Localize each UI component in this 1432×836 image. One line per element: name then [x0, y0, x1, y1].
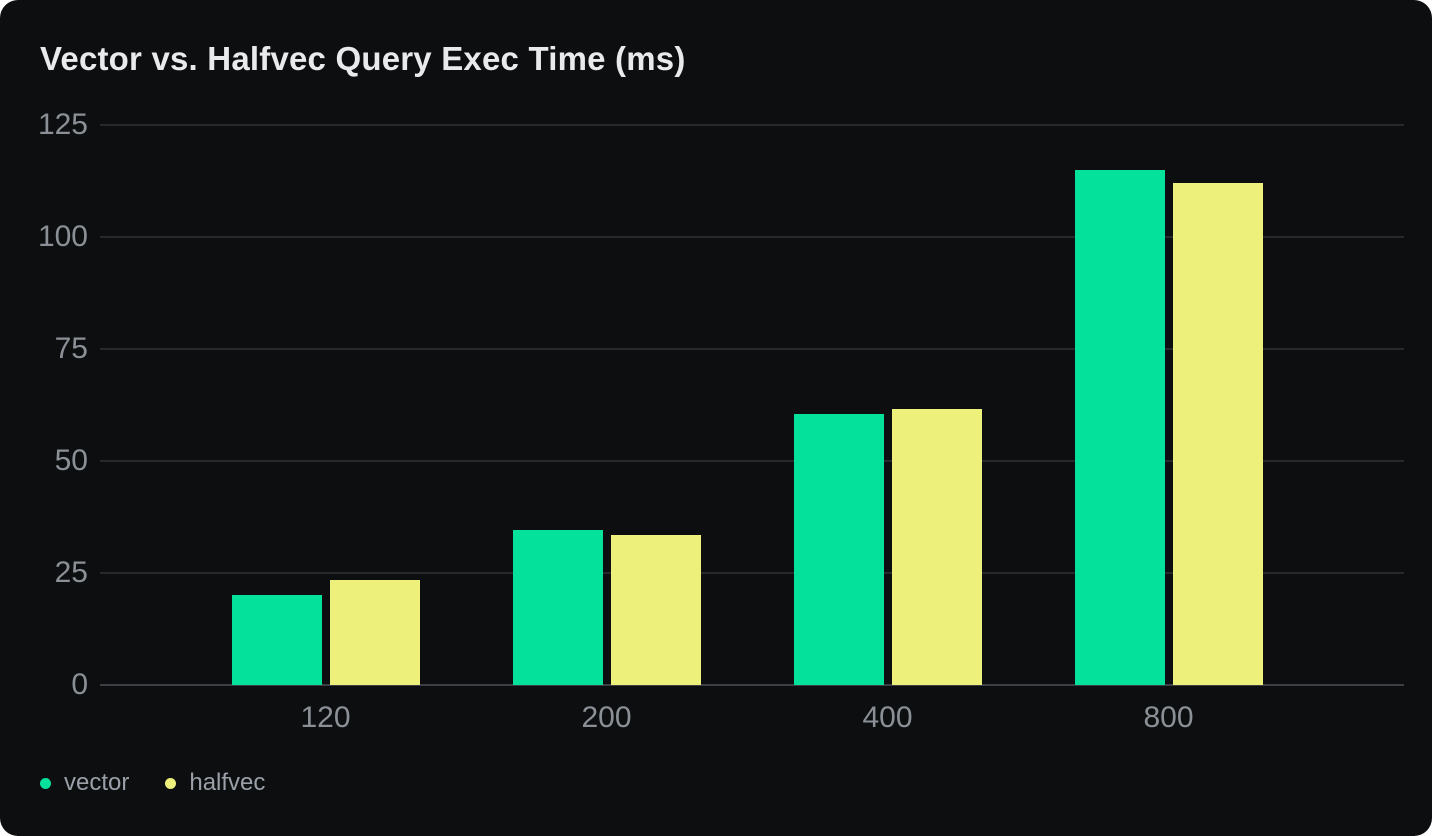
legend-dot-vector-icon: [40, 777, 51, 789]
chart-title: Vector vs. Halfvec Query Exec Time (ms): [40, 40, 686, 77]
bar-halfvec-400[interactable]: [892, 409, 982, 685]
gridline-y50: [100, 460, 1404, 462]
y-tick-label-75: 75: [54, 332, 88, 365]
legend-dot-halfvec-icon: [165, 777, 177, 789]
bar-vector-400[interactable]: [794, 414, 884, 685]
legend-label-vector: vector: [64, 769, 130, 796]
x-axis-line: [100, 684, 1404, 686]
bar-halfvec-200[interactable]: [611, 535, 701, 685]
legend: vector halfvec: [40, 769, 265, 797]
y-tick-label-50: 50: [54, 444, 88, 477]
legend-label-halfvec: halfvec: [189, 769, 266, 796]
bar-halfvec-120[interactable]: [330, 580, 420, 685]
gridline-y125: [100, 124, 1404, 126]
x-tick-label-800: 800: [1143, 701, 1194, 734]
bar-halfvec-800[interactable]: [1173, 183, 1263, 685]
y-tick-label-125: 125: [37, 108, 88, 141]
legend-item-vector: vector: [40, 769, 129, 797]
gridline-y75: [100, 348, 1404, 350]
gridline-y100: [100, 236, 1404, 238]
y-tick-label-25: 25: [54, 556, 88, 589]
y-tick-label-0: 0: [71, 668, 88, 701]
bar-vector-120[interactable]: [232, 595, 322, 685]
x-tick-label-120: 120: [300, 701, 351, 734]
gridline-y25: [100, 572, 1404, 574]
x-tick-label-200: 200: [581, 701, 632, 734]
bar-vector-200[interactable]: [513, 530, 603, 685]
legend-item-halfvec: halfvec: [165, 769, 265, 797]
x-tick-label-400: 400: [862, 701, 913, 734]
bar-vector-800[interactable]: [1075, 170, 1165, 685]
y-tick-label-100: 100: [37, 220, 88, 253]
